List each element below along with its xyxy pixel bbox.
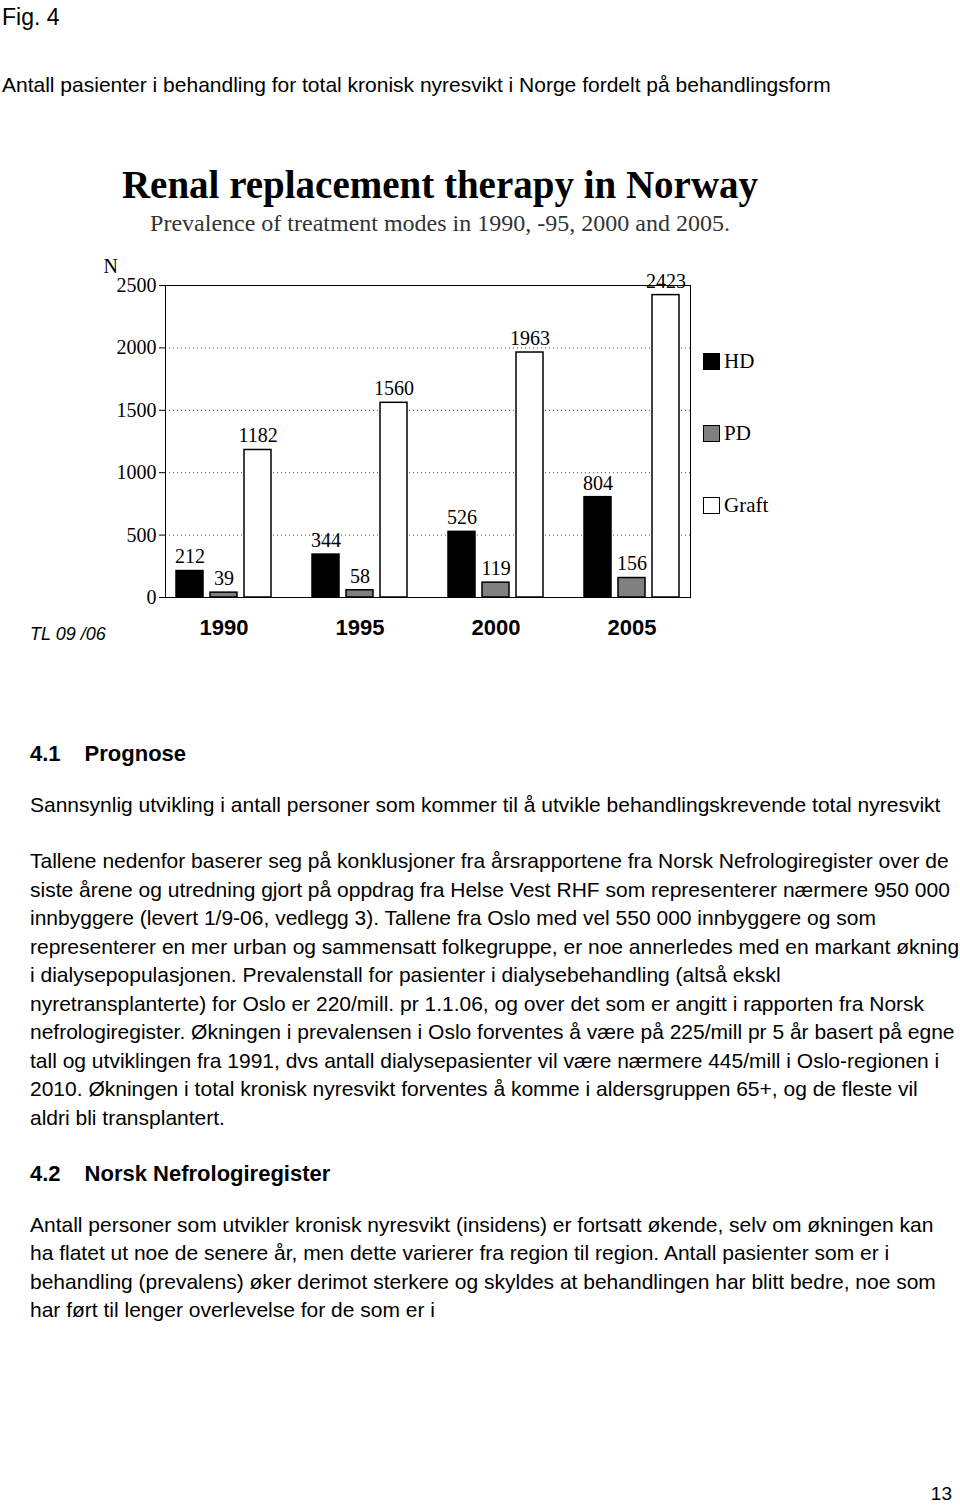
svg-text:2500: 2500	[117, 274, 157, 296]
html-text:13: 13	[930, 1483, 952, 1504]
html-text:Prognose: Prognose	[84, 741, 187, 766]
svg-text:2005: 2005	[608, 615, 657, 640]
svg-text:1995: 1995	[336, 615, 385, 640]
svg-text:1990: 1990	[200, 615, 249, 640]
svg-text:1000: 1000	[117, 461, 157, 483]
html-text:Fig. 4: Fig. 4	[2, 4, 60, 30]
html-text:Renal replacement therapy in N: Renal replacement therapy in Norway	[121, 163, 759, 206]
html-text:Antall personer som utvikler k: Antall personer som utvikler kronisk nyr…	[30, 1212, 936, 1321]
svg-text:2000: 2000	[472, 615, 521, 640]
html-text:Antall pasienter i behandling: Antall pasienter i behandling for total …	[2, 73, 831, 96]
svg-text:526: 526	[447, 506, 477, 528]
html-text:Prevalence of treatment modes: Prevalence of treatment modes in 1990, -…	[150, 210, 730, 236]
svg-text:58: 58	[350, 565, 370, 587]
html-text:Tallene nedenfor baserer seg p: Tallene nedenfor baserer seg på konklusj…	[30, 849, 960, 1129]
html-text:Norsk Nefrologiregister: Norsk Nefrologiregister	[84, 1161, 331, 1186]
svg-text:1560: 1560	[374, 377, 414, 399]
svg-text:1182: 1182	[238, 424, 277, 446]
svg-text:0: 0	[147, 586, 157, 608]
html-text:4.2: 4.2	[30, 1161, 61, 1186]
svg-text:344: 344	[311, 529, 341, 551]
html-text:PD: PD	[724, 420, 751, 445]
svg-text:N: N	[104, 255, 118, 277]
svg-text:804: 804	[583, 472, 613, 494]
html-text:4.1: 4.1	[30, 741, 61, 766]
html-text:TL 09 /06: TL 09 /06	[30, 624, 106, 644]
html-text:Graft: Graft	[724, 492, 769, 517]
svg-text:212: 212	[175, 545, 205, 567]
svg-text:39: 39	[214, 567, 234, 589]
svg-text:2000: 2000	[117, 336, 157, 358]
svg-text:500: 500	[127, 524, 157, 546]
html-text:Sannsynlig utvikling i antall: Sannsynlig utvikling i antall personer s…	[30, 792, 941, 816]
svg-text:2423: 2423	[646, 270, 686, 292]
svg-text:119: 119	[481, 557, 510, 579]
svg-text:1963: 1963	[510, 327, 550, 349]
svg-text:1500: 1500	[117, 399, 157, 421]
html-text:HD: HD	[724, 348, 755, 373]
svg-text:156: 156	[617, 552, 647, 574]
